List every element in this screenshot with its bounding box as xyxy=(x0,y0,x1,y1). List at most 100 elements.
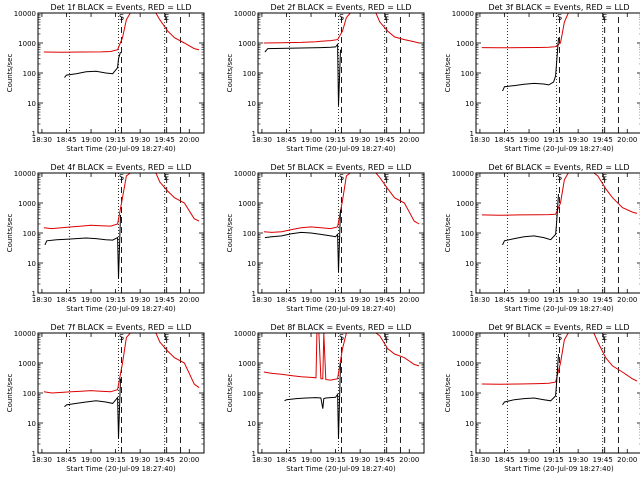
events-series-line xyxy=(44,214,121,279)
start-marker-label: S xyxy=(339,13,344,22)
end-marker-label: E xyxy=(384,13,389,22)
chart-panel-3: Det 3f BLACK = Events, RED = LLD 18:30 18:… xyxy=(444,3,640,153)
y-tick-label: 10 xyxy=(247,260,256,268)
x-tick-label: 19:30 xyxy=(130,136,150,144)
start-marker-label: S xyxy=(339,333,344,342)
plot-frame xyxy=(257,332,425,454)
chart-panel-2: Det 2f BLACK = Events, RED = LLD 18:30 18:… xyxy=(226,3,425,153)
chart-title: Det 4f BLACK = Events, RED = LLD xyxy=(50,163,191,172)
x-tick-label: 20:00 xyxy=(179,296,199,304)
y-tick-label: 100 xyxy=(23,230,36,238)
start-marker-label: S xyxy=(119,13,124,22)
x-tick-label: 18:45 xyxy=(276,296,296,304)
x-tick-label: 19:15 xyxy=(106,296,126,304)
y-tick-label: 1 xyxy=(32,130,36,138)
x-tick-label: 18:30 xyxy=(32,136,52,144)
y-tick-label: 10000 xyxy=(14,330,36,338)
x-tick-label: 18:30 xyxy=(252,456,272,464)
x-tick-label: 20:00 xyxy=(179,456,199,464)
chart-title: Det 9f BLACK = Events, RED = LLD xyxy=(488,323,629,332)
y-tick-label: 10000 xyxy=(234,330,256,338)
lld-series-line xyxy=(43,13,200,53)
y-tick-label: 100 xyxy=(243,230,256,238)
y-tick-label: 100 xyxy=(461,230,474,238)
y-tick-label: 100 xyxy=(243,70,256,78)
x-tick-label: 18:45 xyxy=(56,136,76,144)
x-axis-label: Start Time (20-Jul-09 18:27:40) xyxy=(504,305,614,313)
chart-panel-8: Det 8f BLACK = Events, RED = LLD 18:30 18:… xyxy=(226,323,425,473)
y-tick-label: 1000 xyxy=(456,360,474,368)
x-tick-label: 19:15 xyxy=(106,136,126,144)
end-marker-label: E xyxy=(602,333,607,342)
x-tick-label: 19:00 xyxy=(519,456,539,464)
y-tick-label: 100 xyxy=(23,70,36,78)
start-marker-label: S xyxy=(339,173,344,182)
plot-frame xyxy=(257,12,425,134)
y-tick-label: 10000 xyxy=(234,170,256,178)
y-tick-label: 10 xyxy=(247,100,256,108)
end-marker-label: E xyxy=(384,173,389,182)
end-marker-label: E xyxy=(384,333,389,342)
lld-series-line xyxy=(263,333,420,381)
y-tick-label: 1000 xyxy=(238,360,256,368)
x-tick-label: 19:15 xyxy=(544,136,564,144)
events-series-line xyxy=(502,37,559,92)
x-tick-label: 19:30 xyxy=(568,136,588,144)
x-tick-label: 18:30 xyxy=(470,296,490,304)
x-tick-label: 18:30 xyxy=(470,456,490,464)
y-tick-label: 1 xyxy=(252,130,256,138)
x-tick-label: 20:00 xyxy=(399,136,419,144)
plot-frame xyxy=(257,172,425,294)
chart-title: Det 1f BLACK = Events, RED = LLD xyxy=(50,3,191,12)
chart-title: Det 7f BLACK = Events, RED = LLD xyxy=(50,323,191,332)
x-tick-label: 19:45 xyxy=(375,456,395,464)
chart-panel-5: Det 5f BLACK = Events, RED = LLD 18:30 18:… xyxy=(226,163,425,313)
y-tick-label: 100 xyxy=(23,390,36,398)
x-tick-label: 19:15 xyxy=(326,296,346,304)
start-marker-label: S xyxy=(557,13,562,22)
chart-title: Det 5f BLACK = Events, RED = LLD xyxy=(270,163,411,172)
start-marker-label: S xyxy=(119,333,124,342)
x-tick-label: 18:45 xyxy=(276,456,296,464)
events-series-line xyxy=(64,378,121,439)
x-tick-label: 19:15 xyxy=(326,456,346,464)
x-tick-label: 19:30 xyxy=(350,296,370,304)
y-tick-label: 10 xyxy=(27,260,36,268)
y-tick-label: 10000 xyxy=(452,170,474,178)
chart-panel-7: Det 7f BLACK = Events, RED = LLD 18:30 18:… xyxy=(6,323,205,473)
x-tick-label: 19:00 xyxy=(81,296,101,304)
x-tick-label: 19:30 xyxy=(568,296,588,304)
end-marker-label: E xyxy=(164,173,169,182)
y-tick-label: 1 xyxy=(32,290,36,298)
x-axis-label: Start Time (20-Jul-09 18:27:40) xyxy=(66,145,176,153)
x-tick-label: 18:45 xyxy=(276,136,296,144)
y-tick-label: 1 xyxy=(470,130,474,138)
y-tick-label: 1 xyxy=(470,290,474,298)
y-tick-label: 10000 xyxy=(452,10,474,18)
lld-series-line xyxy=(263,173,420,233)
y-axis-label: Counts/sec xyxy=(444,54,452,93)
x-axis-label: Start Time (20-Jul-09 18:27:40) xyxy=(286,305,396,313)
x-tick-label: 20:00 xyxy=(399,456,419,464)
x-tick-label: 20:00 xyxy=(179,136,199,144)
end-marker-label: E xyxy=(602,13,607,22)
x-tick-label: 19:30 xyxy=(568,456,588,464)
x-tick-label: 20:00 xyxy=(617,296,637,304)
lld-series-line xyxy=(481,173,638,216)
chart-title: Det 8f BLACK = Events, RED = LLD xyxy=(270,323,411,332)
y-tick-label: 1 xyxy=(252,450,256,458)
x-tick-label: 19:45 xyxy=(593,456,613,464)
lld-series-line xyxy=(43,173,200,230)
chart-panel-9: Det 9f BLACK = Events, RED = LLD 18:30 18:… xyxy=(444,323,640,473)
plot-frame xyxy=(475,12,640,134)
y-tick-label: 10000 xyxy=(234,10,256,18)
plot-frame xyxy=(37,172,205,294)
y-tick-label: 1000 xyxy=(456,40,474,48)
y-tick-label: 10 xyxy=(247,420,256,428)
y-tick-label: 1000 xyxy=(18,40,36,48)
y-axis-label: Counts/sec xyxy=(226,54,234,93)
x-tick-label: 19:45 xyxy=(375,136,395,144)
y-axis-label: Counts/sec xyxy=(226,214,234,253)
x-tick-label: 19:30 xyxy=(350,456,370,464)
y-tick-label: 1 xyxy=(252,290,256,298)
